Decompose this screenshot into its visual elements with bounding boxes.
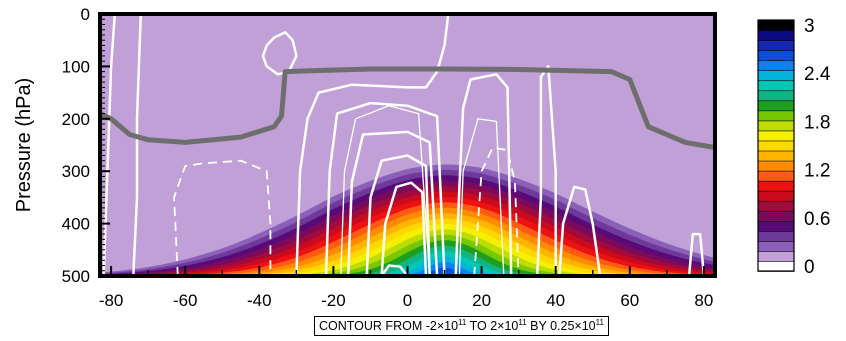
x-tick-label: -20 (321, 291, 346, 310)
colorbar-swatch (757, 79, 795, 92)
contour-line (380, 264, 409, 276)
colorbar-label: 3 (804, 16, 815, 37)
x-tick-label: 20 (472, 291, 491, 310)
note-prefix: CONTOUR FROM -2×10 (319, 319, 459, 333)
note-exponent-3: 11 (595, 318, 604, 327)
note-mid-1: TO 2×10 (466, 319, 519, 333)
colorbar-swatch (757, 220, 795, 232)
colorbar-swatch (757, 89, 795, 102)
axes: -80 -60 -40 -20 0 20 40 60 80 0 100 200 300 400 500 (62, 5, 717, 310)
contour-band (100, 245, 715, 276)
contour-line (340, 105, 431, 276)
y-tick-label: 100 (62, 57, 90, 76)
colorbar-swatch (757, 120, 795, 132)
colorbar-swatch (757, 100, 795, 112)
colorbar-label: 1.8 (804, 112, 830, 133)
contour-line (687, 232, 706, 276)
colorbar-swatch (757, 250, 795, 262)
colorbar-swatch (757, 230, 795, 242)
y-tick-label: 0 (81, 5, 90, 24)
contour-line-negative (473, 146, 520, 276)
colorbar: 3 2.4 1.8 1.2 0.6 0 (757, 16, 831, 278)
colorbar-swatch (757, 200, 795, 212)
colorbar-swatch (757, 240, 795, 252)
y-tick-label: 400 (62, 215, 90, 234)
contour-line (132, 14, 143, 276)
colorbar-swatch (757, 59, 795, 71)
colorbar-swatch (757, 110, 795, 122)
colorbar-swatch (757, 39, 795, 51)
colorbar-label: 0 (804, 257, 815, 278)
x-tick-label: 60 (620, 291, 639, 310)
colorbar-swatch (757, 150, 795, 162)
x-tick-label: 80 (694, 291, 713, 310)
colorbar-swatch (757, 210, 795, 222)
colorbar-swatch (757, 130, 795, 142)
contour-line (365, 154, 431, 276)
colorbar-swatch (757, 160, 795, 172)
colorbar-label: 1.2 (804, 161, 830, 182)
contour-band (100, 240, 715, 276)
contour-line (458, 118, 505, 276)
colorbar-swatch (757, 19, 795, 31)
contour-interval-note: CONTOUR FROM -2×1011 TO 2×1011 BY 0.25×1… (314, 316, 609, 336)
contour-line (454, 73, 513, 276)
contour-line (380, 181, 428, 276)
colorbar-frame (757, 19, 795, 272)
note-exponent-1: 11 (458, 318, 467, 327)
plot-area (100, 14, 715, 276)
colorbar-swatch (757, 49, 795, 61)
contour-line (295, 14, 450, 276)
colorbar-swatch (757, 69, 795, 82)
colorbar-swatch (757, 180, 795, 192)
colorbar-label: 2.4 (804, 64, 831, 85)
colorbar-label: 0.6 (804, 209, 830, 230)
contour-line (324, 101, 446, 276)
y-tick-label: 500 (62, 267, 90, 286)
colorbar-swatch (757, 190, 795, 202)
y-tick-label: 200 (62, 110, 90, 129)
contour-line (558, 185, 602, 276)
x-tick-label: -60 (173, 291, 198, 310)
y-tick-label: 300 (62, 162, 90, 181)
colorbar-swatch (757, 170, 795, 182)
colorbar-swatch (757, 140, 795, 152)
colorbar-swatch (757, 260, 795, 272)
colorbar-swatch (757, 29, 795, 41)
note-exponent-2: 11 (518, 318, 527, 327)
contour-line (346, 130, 439, 276)
x-tick-label: 0 (403, 291, 412, 310)
contour-line (261, 31, 298, 76)
x-tick-label: 40 (546, 291, 565, 310)
x-tick-label: -80 (99, 291, 124, 310)
x-tick-label: -40 (247, 291, 272, 310)
y-axis-title: Pressure (hPa) (13, 78, 35, 213)
note-mid-2: BY 0.25×10 (526, 319, 596, 333)
tropopause-line (100, 66, 715, 151)
